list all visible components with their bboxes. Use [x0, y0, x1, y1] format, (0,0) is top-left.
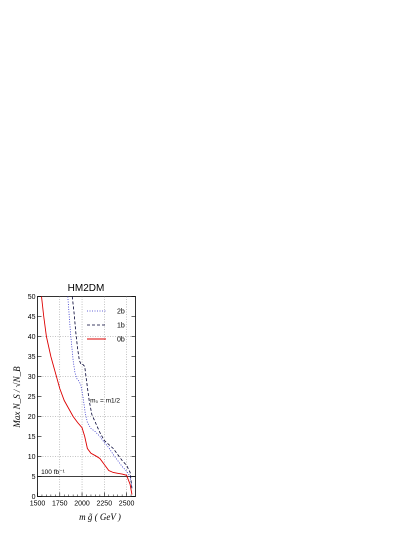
- y-tick-labels: 0 5 10 15 20 25 30 35 40 45 50: [28, 294, 36, 501]
- y-tick-label: 45: [28, 314, 36, 321]
- legend-label-2b: 2b: [117, 309, 125, 316]
- annotation-m0: m₀ = m1/2: [90, 398, 120, 405]
- y-tick-label: 20: [28, 414, 36, 421]
- x-axis-title: m g̃ ( GeV ): [79, 512, 121, 522]
- x-tick-label: 1750: [52, 501, 68, 508]
- chart-title: HM2DM: [68, 283, 105, 294]
- x-tick-label: 2500: [119, 501, 135, 508]
- x-tick-label: 2250: [97, 501, 113, 508]
- y-tick-label: 50: [28, 294, 36, 301]
- series-line-2b: [67, 296, 133, 489]
- series-line-1b: [71, 296, 133, 489]
- x-tick-labels: 1500 1750 2000 2250 2500: [30, 501, 135, 508]
- legend-label-0b: 0b: [117, 337, 125, 344]
- y-tick-label: 40: [28, 334, 36, 341]
- annotation-luminosity: 100 fb⁻¹: [41, 469, 66, 476]
- legend: 2b 1b 0b: [87, 309, 125, 344]
- legend-label-1b: 1b: [117, 323, 125, 330]
- y-tick-label: 10: [28, 454, 36, 461]
- series-line-0b: [41, 296, 133, 495]
- y-tick-label: 5: [32, 474, 36, 481]
- y-tick-label: 25: [28, 394, 36, 401]
- y-tick-label: 35: [28, 354, 36, 361]
- x-tick-label: 1500: [30, 501, 46, 508]
- grid: [37, 296, 136, 497]
- series-lines: [41, 296, 133, 495]
- y-tick-label: 0: [32, 494, 36, 501]
- y-tick-label: 30: [28, 374, 36, 381]
- y-axis-title: Max N_S / √N_B: [12, 366, 22, 429]
- y-tick-label: 15: [28, 434, 36, 441]
- x-tick-label: 2000: [74, 501, 90, 508]
